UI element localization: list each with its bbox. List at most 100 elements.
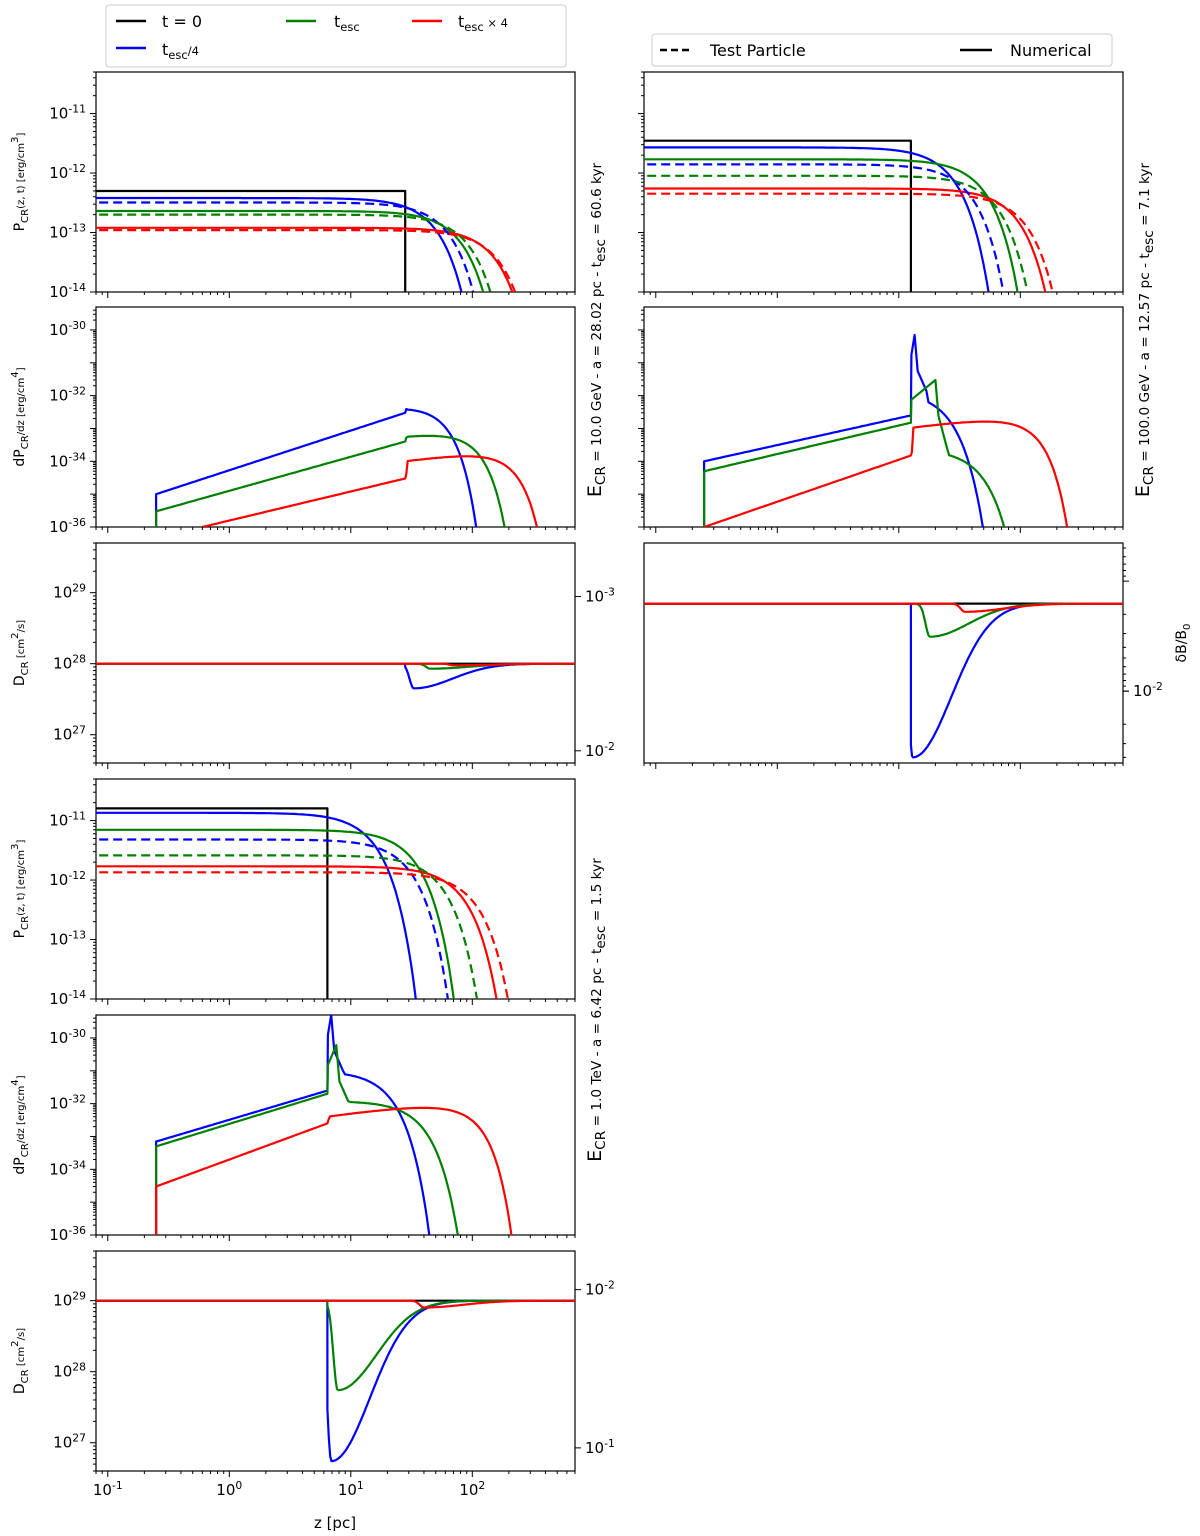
y-tick-label: 1027 (53, 724, 86, 744)
row-title-e1000: ECR = 1.0 TeV - a = 6.42 pc - tesc = 1.5… (584, 858, 609, 1162)
series-line-t-esc-4-numerical (96, 811, 417, 999)
series-group (96, 807, 509, 999)
y-tick-label: 10-11 (49, 103, 86, 123)
axes-frame (95, 71, 576, 293)
series-line-t-esc-4 (96, 1299, 575, 1463)
legend-style: Test Particle Numerical (651, 33, 1113, 67)
series-line-t-esc-4 (703, 420, 1069, 527)
legend-style-numerical-label: Numerical (1010, 41, 1092, 60)
series-line-t-0 (96, 189, 407, 292)
y-tick-label: 10-34 (49, 1158, 86, 1178)
series-line-t-esc-4-test-particle (644, 192, 1054, 292)
y-tick-label: 10-36 (49, 516, 86, 536)
series-line-t-esc-4 (96, 662, 575, 667)
axes-frame (95, 1014, 576, 1236)
x-ticks (95, 292, 576, 298)
series-line-t-esc (703, 378, 1006, 527)
series-line-t-esc-4-numerical (644, 146, 990, 292)
x-tick-label: 102 (459, 1479, 485, 1499)
y-ticks: 10-14 10-13 10-12 10-11 (49, 778, 96, 1008)
x-tick-label: 101 (338, 1479, 364, 1499)
series-line-t-esc-4-test-particle (96, 838, 449, 999)
series-line-t-esc-4-test-particle (96, 871, 509, 999)
y-tick-label: 10-12 (49, 869, 86, 889)
ylabel-e10-dpcr: dPCR/dz [erg/cm4] (10, 367, 31, 466)
y-tick-label: 10-14 (49, 988, 86, 1008)
right-y-tick-label: 10-3 (585, 586, 615, 606)
series-line-t-esc-4-test-particle (644, 163, 1005, 292)
y-tick-label: 1029 (53, 582, 86, 602)
series-line-t-esc-4-numerical (96, 196, 463, 292)
panel-e1000-pressure-gradient: 10-36 10-34 10-32 10-30 (49, 1014, 576, 1244)
panel-e100-pressure-gradient (638, 306, 1124, 533)
x-ticks (95, 527, 576, 533)
series-line-t-esc-4-numerical (96, 865, 498, 999)
series-line-t-esc-4 (155, 1015, 431, 1235)
series-line-t-esc-test-particle (96, 854, 479, 999)
right-y-tick-label: 10-2 (585, 1279, 615, 1299)
y-tick-label: 1027 (53, 1432, 86, 1452)
y-ticks: 1027 1028 1029 10-3 10-2 (53, 542, 615, 764)
x-ticks (95, 999, 576, 1005)
series-line-t-esc-4 (644, 602, 1123, 613)
right-y-tick-label: 10-2 (585, 740, 615, 760)
y-tick-label: 10-32 (49, 1093, 86, 1113)
y-tick-label: 10-30 (49, 1027, 86, 1047)
x-tick-label: 10-1 (93, 1479, 123, 1499)
ylabel-e10-dcr: DCR [cm2/s] (10, 620, 31, 686)
right-y-tick-label: 10-1 (585, 1437, 615, 1457)
panel-e10-diffusion: 1027 1028 1029 10-3 10-2 (53, 542, 615, 769)
right-y-tick-label: 10-2 (1133, 680, 1163, 700)
series-line-t-esc-numerical (96, 828, 455, 999)
axes-frame (643, 306, 1124, 528)
axes-frame (643, 71, 1124, 293)
legend-style-test-particle: Test Particle (660, 41, 806, 60)
y-ticks: 10-2 (1123, 547, 1163, 758)
y-ticks (638, 309, 644, 528)
series-line-t-esc-4 (703, 333, 984, 527)
series-line-t-esc-4 (96, 662, 575, 690)
legend-time-t0-label: t = 0 (162, 12, 202, 31)
ylabel-e1000-dpcr: dPCR/dz [erg/cm4] (10, 1075, 31, 1174)
series-group (96, 662, 575, 690)
series-group (644, 602, 1123, 759)
series-line-t-esc-4-numerical (96, 226, 514, 292)
legend-time-tesc4: tesc × 4 (412, 12, 508, 34)
series-group (96, 1299, 575, 1463)
ylabel-e100-dbb: δB/B0 (1174, 624, 1193, 663)
ylabel-e10-pcr: PCR(z, t) [erg/cm3] (10, 133, 31, 232)
x-ticks (95, 1235, 576, 1241)
legend-time-tesc4-label: tesc × 4 (458, 12, 508, 34)
row-title-e10: ECR = 10.0 GeV - a = 28.02 pc - tesc = 6… (584, 162, 609, 497)
row-title-e100: ECR = 100.0 GeV - a = 12.57 pc - tesc = … (1132, 162, 1157, 497)
series-line-t-0 (644, 139, 912, 292)
panel-e1000-pressure: 10-14 10-13 10-12 10-11 (49, 778, 576, 1008)
xlabel-z: z [pc] (314, 1514, 356, 1532)
series-group (644, 139, 1054, 292)
series-line-t-0 (96, 807, 329, 999)
y-tick-label: 10-11 (49, 810, 86, 830)
y-tick-label: 1028 (53, 653, 86, 673)
axes-frame (643, 542, 1124, 764)
series-group (96, 189, 517, 292)
x-ticks (643, 292, 1124, 298)
legend-time-quarter: tesc/4 (116, 40, 199, 62)
ylabel-e1000-pcr: PCR(z, t) [erg/cm3] (10, 840, 31, 939)
panel-e10-pressure-gradient: 10-36 10-34 10-32 10-30 (49, 306, 576, 536)
y-tick-label: 10-32 (49, 385, 86, 405)
y-ticks: 10-36 10-34 10-32 10-30 (49, 1017, 96, 1244)
legend-style-test-particle-label: Test Particle (709, 41, 806, 60)
series-line-t-esc-4 (96, 1299, 575, 1309)
y-tick-label: 10-13 (49, 929, 86, 949)
series-line-t-esc-4-test-particle (96, 229, 517, 292)
series-line-t-esc-4-numerical (644, 187, 1047, 292)
x-ticks (95, 763, 576, 769)
legend-time-tesc-label: tesc (334, 12, 360, 34)
legend-time-tesc: tesc (286, 12, 360, 34)
y-tick-label: 1029 (53, 1290, 86, 1310)
legend-time: t = 0 tesc tesc × 4 tesc/4 (105, 4, 567, 68)
y-tick-label: 10-30 (49, 319, 86, 339)
panel-e100-pressure (638, 71, 1124, 298)
y-ticks: 1027 1028 1029 10-2 10-1 (53, 1250, 615, 1472)
axes-frame (95, 306, 576, 528)
